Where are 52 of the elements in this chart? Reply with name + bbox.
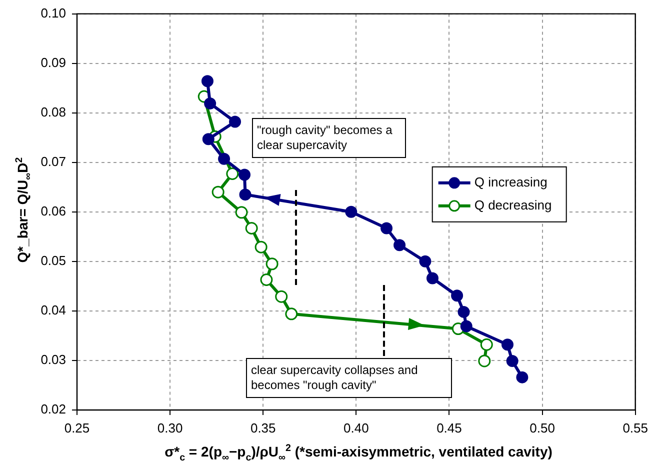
x-tick-label: 0.55 (622, 420, 648, 436)
y-tick-label: 0.08 (40, 104, 66, 120)
y-tick-label: 0.07 (40, 154, 66, 169)
point (460, 320, 472, 332)
point (239, 188, 252, 201)
x-tick-label: 0.50 (530, 420, 555, 436)
y-tick-label: 0.09 (40, 54, 66, 70)
text: σ*$_{c}$ = 2(p$_{∞}$−p$_{c}$)/ρU$_{∞}$$^{2}$ (*semi-axisymmetric, ventilated cavity) (164, 443, 552, 464)
point (202, 133, 214, 146)
x-tick-label: 0.40 (344, 420, 369, 436)
point (201, 75, 214, 88)
annotation: "rough cavity" becomes a clear supercavity (252, 118, 406, 158)
point (260, 274, 273, 286)
x-tick-label: 0.45 (436, 420, 462, 436)
point (245, 222, 258, 234)
y-tick-label: 0.06 (40, 203, 66, 218)
point (501, 338, 514, 351)
y-tick-label: 0.03 (40, 352, 66, 368)
point (516, 371, 528, 384)
point (345, 206, 358, 218)
point (218, 152, 230, 165)
point (204, 97, 216, 110)
point (506, 354, 518, 367)
callout-box: "rough cavity" becomes a clear supercavity (252, 118, 406, 285)
point (458, 306, 470, 318)
x-tick-label: 0.35 (250, 420, 276, 436)
point (478, 354, 491, 368)
point (254, 240, 268, 254)
legend-label: Q increasing (474, 174, 548, 190)
point (238, 168, 251, 181)
point (285, 308, 298, 320)
point (212, 186, 224, 198)
y-tick-label: 0.10 (40, 5, 66, 20)
point (451, 290, 464, 302)
point (394, 239, 406, 252)
point (235, 206, 248, 219)
callout-box: clear supercavity collapses and becomes "rough cavity" (246, 285, 452, 405)
x-tick-label: 0.25 (64, 420, 90, 436)
x-tick-label: 0.30 (157, 420, 183, 436)
point (380, 222, 393, 234)
point (266, 258, 278, 270)
point (275, 290, 288, 303)
annotation: clear supercavity collapses and becomes "rough cavity" (246, 358, 452, 398)
y-tick-label: 0.04 (40, 302, 66, 318)
legend-label: Q decreasing (474, 197, 552, 212)
y-tick-label: 0.05 (40, 253, 66, 268)
y-tick-label: 0.02 (40, 402, 66, 417)
point (226, 168, 239, 180)
point (229, 116, 242, 128)
point (480, 338, 493, 351)
point (426, 272, 438, 284)
point (419, 255, 432, 268)
